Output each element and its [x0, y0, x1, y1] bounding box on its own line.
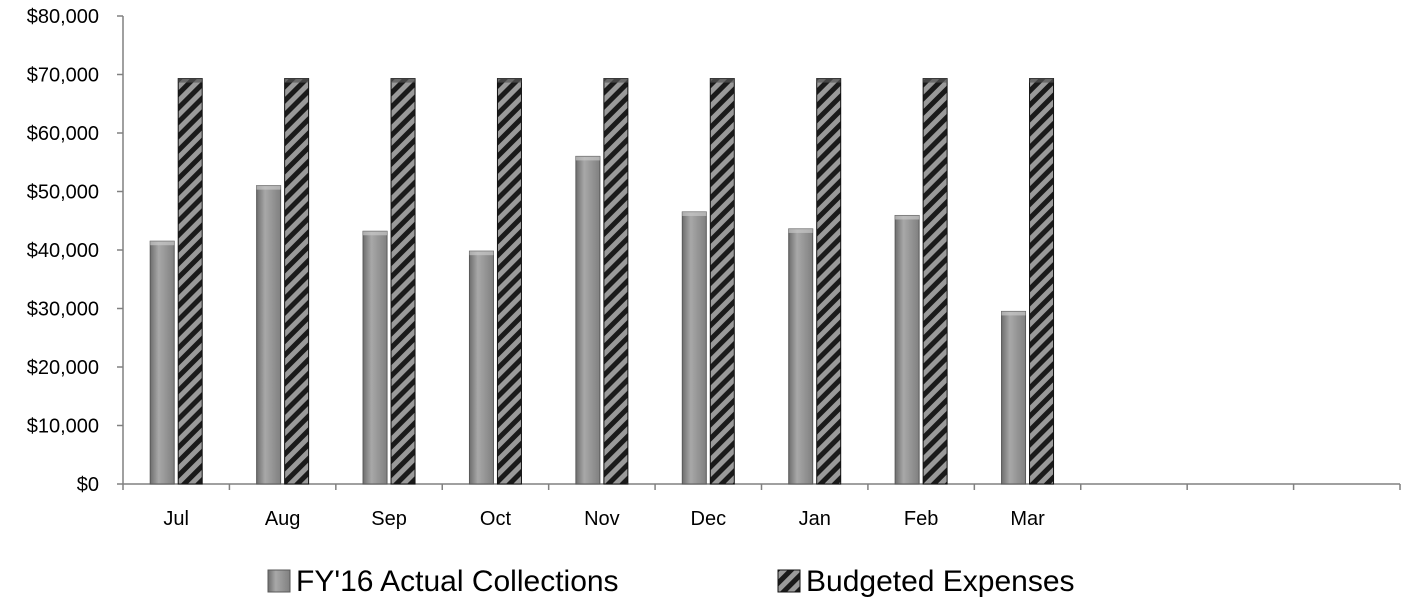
x-tick-label: Oct [480, 508, 512, 530]
bars [149, 78, 1055, 485]
legend-label: FY'16 Actual Collections [296, 565, 619, 597]
x-tick-label: Mar [1010, 508, 1045, 530]
bar-collections-cap [1001, 311, 1026, 316]
y-tick-label: $20,000 [27, 357, 99, 379]
bar-collections-cap [256, 185, 281, 190]
y-tick-label: $10,000 [27, 416, 99, 438]
bar-collections [256, 185, 282, 485]
bar-expenses-cap [816, 78, 841, 83]
bar-expenses-cap [391, 78, 416, 83]
bar-collections-cap [469, 251, 494, 256]
y-tick-label: $60,000 [27, 123, 99, 145]
y-tick-label: $50,000 [27, 182, 99, 204]
bar-expenses [709, 78, 735, 485]
legend-item-collections: FY'16 Actual Collections [267, 565, 619, 597]
bar-collections [788, 228, 814, 485]
x-tick-label: Feb [904, 508, 938, 530]
bar-expenses-cap [1029, 78, 1054, 83]
bar-expenses [390, 78, 416, 485]
x-tick-label: Dec [691, 508, 727, 530]
x-tick-label: Nov [584, 508, 620, 530]
bar-collections [362, 230, 388, 485]
bar-collections-cap [363, 231, 388, 236]
legend: FY'16 Actual Collections Budgeted Expense… [267, 565, 1075, 597]
bar-collections-cap [788, 228, 813, 233]
bar-collections-cap [895, 215, 920, 220]
bar-expenses [496, 78, 522, 485]
bar-collections [149, 240, 175, 485]
legend-swatch [777, 569, 801, 593]
bar-expenses-cap [710, 78, 735, 83]
x-tick-label: Aug [265, 508, 301, 530]
bar-expenses [284, 78, 310, 485]
bar-expenses-cap [497, 78, 522, 83]
legend-swatch [267, 569, 291, 593]
bar-collections-cap [150, 241, 175, 246]
bar-expenses [816, 78, 842, 485]
bar-expenses [922, 78, 948, 485]
bar-collections [894, 214, 920, 485]
legend-item-expenses: Budgeted Expenses [777, 565, 1075, 597]
y-tick-label: $30,000 [27, 299, 99, 321]
bar-collections [1001, 310, 1027, 485]
y-tick-label: $80,000 [27, 6, 99, 28]
bar-collections-cap [575, 156, 600, 161]
y-tick-label: $40,000 [27, 240, 99, 262]
bar-expenses-cap [603, 78, 628, 83]
bar-expenses [603, 78, 629, 485]
axes: $0 $10,000 $20,000 $30,000 $40,000 $50,000 $60… [27, 6, 1401, 530]
x-tick-label: Jan [799, 508, 831, 530]
bar-collections-cap [682, 211, 707, 216]
x-tick-label: Sep [371, 508, 407, 530]
bar-expenses [177, 78, 203, 485]
legend-label: Budgeted Expenses [806, 565, 1075, 597]
bar-expenses-cap [178, 78, 203, 83]
y-tick-label: $70,000 [27, 65, 99, 87]
x-tick-label: Jul [163, 508, 189, 530]
y-tick-label: $0 [77, 474, 99, 496]
bar-collections [681, 211, 707, 485]
bar-expenses-cap [923, 78, 948, 83]
bar-expenses-cap [284, 78, 309, 83]
bar-collections [575, 155, 601, 485]
bar-expenses [1029, 78, 1055, 485]
bar-collections [468, 250, 494, 485]
